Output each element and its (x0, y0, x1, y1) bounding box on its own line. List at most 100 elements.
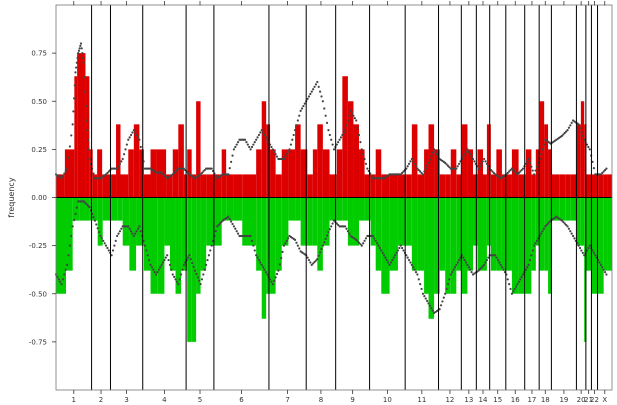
loss-point (85, 203, 88, 206)
gain-bar (116, 124, 121, 198)
x-tick-label: 11 (417, 396, 426, 404)
gain-point (288, 148, 291, 151)
loss-point (516, 283, 519, 286)
gain-bar (456, 174, 462, 198)
y-tick-label: 0.25 (31, 146, 47, 154)
loss-point (389, 261, 393, 264)
loss-bar (375, 197, 382, 271)
loss-bar (288, 197, 296, 221)
gain-point (364, 162, 368, 165)
gain-point (321, 100, 324, 103)
gain-bar (375, 149, 382, 198)
gain-point (592, 167, 596, 170)
gain-point (353, 116, 356, 120)
loss-point (565, 223, 568, 227)
loss-point (409, 261, 412, 264)
loss-point (319, 251, 322, 254)
loss-bar (307, 197, 313, 246)
loss-point (285, 239, 288, 242)
loss-point (312, 262, 315, 265)
gain-point (73, 84, 76, 87)
loss-point (605, 273, 608, 276)
x-tick-label: 19 (559, 396, 568, 404)
y-tick-label: 0.00 (31, 194, 47, 202)
loss-point (394, 254, 397, 257)
loss-point (501, 266, 504, 269)
gain-bar (270, 149, 276, 198)
loss-point (61, 278, 65, 281)
loss-point (259, 261, 262, 264)
loss-point (157, 268, 160, 271)
loss-bar (544, 197, 549, 271)
gain-point (250, 145, 254, 149)
gain-point (78, 47, 81, 50)
gain-bar (389, 174, 398, 198)
loss-point (451, 270, 454, 274)
gain-point (299, 109, 302, 112)
gain-point (248, 145, 251, 149)
loss-point (153, 270, 156, 274)
loss-point (509, 287, 512, 291)
gain-point (123, 153, 126, 156)
gain-point (160, 171, 163, 174)
gain-point (337, 141, 340, 144)
loss-point (535, 239, 539, 242)
gain-bar (266, 124, 271, 198)
loss-point (63, 273, 66, 276)
gain-bar (473, 174, 478, 198)
y-axis-label: frequency (7, 177, 16, 217)
gain-point (82, 61, 85, 64)
gain-bar (128, 149, 134, 198)
loss-point (382, 254, 386, 257)
loss-point (203, 268, 206, 271)
gain-bar (353, 124, 360, 198)
loss-point (592, 251, 596, 254)
loss-point (249, 234, 252, 238)
gain-point (60, 177, 63, 180)
gain-point (402, 170, 405, 173)
gain-point (470, 155, 473, 158)
loss-point (407, 258, 411, 262)
loss-point (188, 254, 191, 257)
loss-point (93, 219, 97, 222)
gain-bar (411, 124, 418, 198)
gain-point (512, 168, 515, 172)
gain-point (416, 167, 419, 170)
gain-point (527, 157, 530, 161)
gain-point (359, 141, 362, 144)
loss-point (74, 212, 77, 215)
loss-point (56, 275, 59, 279)
gain-point (360, 148, 363, 151)
loss-bar (397, 197, 407, 246)
loss-point (160, 263, 163, 266)
gain-point (432, 148, 436, 151)
gain-point (419, 170, 422, 173)
x-tick-label: 2 (99, 396, 103, 404)
gain-point (344, 129, 347, 132)
gain-point (259, 131, 262, 134)
loss-point (250, 239, 254, 242)
gain-point (407, 162, 411, 165)
gain-point (83, 76, 86, 79)
gain-point (246, 143, 249, 146)
gain-point (352, 114, 355, 117)
loss-bar (607, 197, 612, 271)
gain-bar (439, 174, 446, 198)
gain-point (466, 148, 469, 151)
loss-point (545, 223, 548, 227)
gain-point (570, 121, 573, 125)
gain-bar (598, 174, 604, 198)
gain-bar (417, 174, 425, 198)
gain-point (526, 160, 529, 163)
loss-point (526, 266, 529, 269)
gain-point (252, 143, 255, 146)
gain-point (412, 160, 415, 163)
loss-point (427, 302, 430, 305)
loss-point (521, 273, 525, 276)
gain-point (516, 173, 519, 176)
loss-bar (122, 197, 130, 246)
gain-point (587, 145, 590, 149)
loss-point (533, 244, 536, 247)
loss-point (214, 230, 217, 233)
gain-bar (77, 53, 86, 198)
